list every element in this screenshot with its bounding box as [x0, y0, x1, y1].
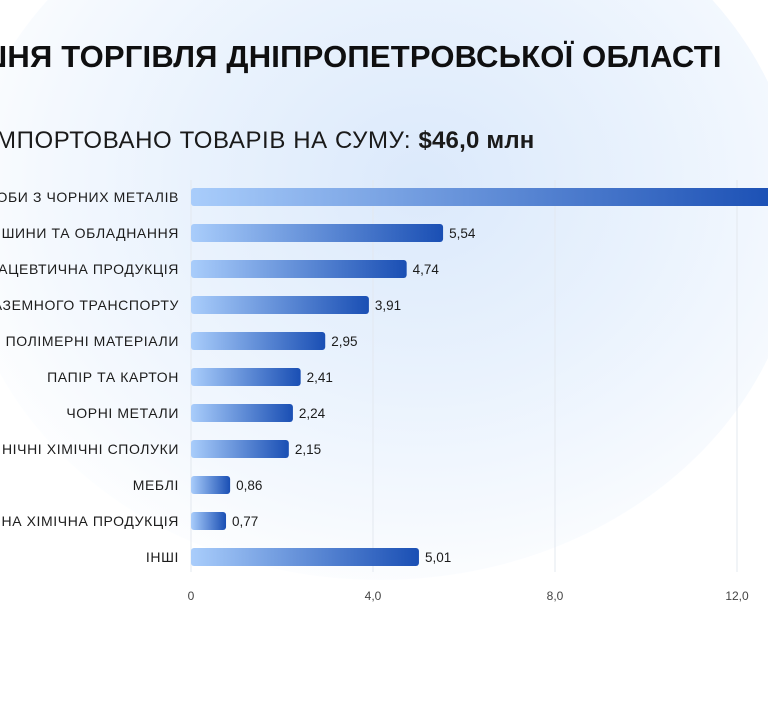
page-title: ШНЯ ТОРГІВЛЯ ДНІПРОПЕТРОВСЬКОЇ ОБЛАСТІ: [0, 39, 722, 74]
subtitle-prefix: МПОРТОВАНО ТОВАРІВ НА СУМУ:: [0, 127, 412, 154]
category-label: ІНШІ: [146, 549, 179, 565]
bar: [191, 368, 301, 386]
x-tick-label: 8,0: [547, 589, 564, 603]
category-label: ПОЛІМЕРНІ МАТЕРІАЛИ: [6, 333, 179, 349]
category-label: АЗЕМНОГО ТРАНСПОРТУ: [0, 297, 179, 313]
bar: [191, 548, 419, 566]
category-label: ОБИ З ЧОРНИХ МЕТАЛІВ: [0, 189, 179, 205]
x-axis-ticks: 0 4,0 8,0 12,0: [188, 589, 749, 603]
x-tick-label: 12,0: [725, 589, 749, 603]
bar: [191, 512, 227, 530]
bars: [191, 188, 768, 566]
value-label: 2,15: [295, 442, 321, 457]
bar: [191, 440, 289, 458]
category-label: НА ХІМІЧНА ПРОДУКЦІЯ: [1, 513, 179, 529]
bar: [191, 188, 768, 206]
category-label: МЕБЛІ: [133, 477, 179, 493]
value-label: 2,24: [299, 406, 326, 421]
bar: [191, 404, 293, 422]
bar: [191, 224, 444, 242]
category-label: ПАПІР ТА КАРТОН: [47, 369, 179, 385]
bar: [191, 476, 231, 494]
subtitle: МПОРТОВАНО ТОВАРІВ НА СУМУ: $46,0 млн: [0, 126, 534, 156]
value-label: 4,74: [413, 262, 440, 277]
category-label: АЦЕВТИЧНА ПРОДУКЦІЯ: [0, 261, 179, 277]
value-label: 3,91: [375, 298, 401, 313]
subtitle-amount: $46,0 млн: [418, 127, 535, 154]
value-label: 5,01: [425, 550, 451, 565]
bar: [191, 296, 369, 314]
category-label: ШИНИ ТА ОБЛАДНАННЯ: [2, 225, 179, 241]
value-label: 5,54: [449, 226, 476, 241]
value-labels: 5,54 4,74 3,91 2,95 2,41 2,24 2,15 0,86 0,77 5,01: [232, 226, 476, 565]
x-tick-label: 0: [188, 589, 195, 603]
value-label: 0,77: [232, 514, 258, 529]
category-label: НІЧНІ ХІМІЧНІ СПОЛУКИ: [2, 441, 179, 457]
category-label: ЧОРНІ МЕТАЛИ: [66, 405, 179, 421]
background-glow: [0, 0, 768, 580]
bar: [191, 260, 407, 278]
value-label: 2,41: [307, 370, 333, 385]
x-tick-label: 4,0: [365, 589, 382, 603]
value-label: 0,86: [236, 478, 262, 493]
category-labels: ОБИ З ЧОРНИХ МЕТАЛІВ ШИНИ ТА ОБЛАДНАННЯ АЦ…: [0, 189, 179, 565]
value-label: 2,95: [331, 334, 357, 349]
bar: [191, 332, 326, 350]
